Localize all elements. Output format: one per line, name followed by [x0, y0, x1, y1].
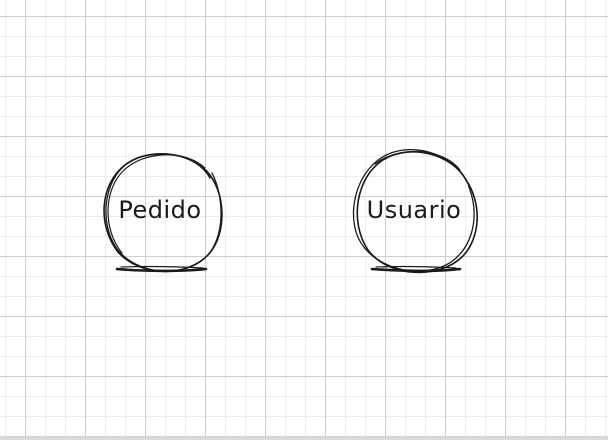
node-pedido-shape[interactable] [103, 153, 223, 273]
node-usuario-outline-2 [352, 149, 475, 272]
node-usuario-shadow [370, 267, 462, 273]
node-usuario-shape[interactable] [352, 149, 478, 274]
node-pedido-tick [205, 169, 212, 177]
node-usuario-shadow-2 [375, 265, 457, 269]
node-pedido-shadow-2 [120, 265, 204, 269]
node-pedido-shadow [115, 267, 208, 273]
canvas-bottom-edge [0, 437, 608, 440]
node-usuario-label: Usuario [366, 196, 462, 224]
node-pedido-label: Pedido [118, 196, 202, 224]
node-pedido-outline-3 [107, 154, 206, 254]
node-usuario-outline-3 [374, 150, 461, 171]
node-pedido-outline-2 [105, 153, 222, 272]
